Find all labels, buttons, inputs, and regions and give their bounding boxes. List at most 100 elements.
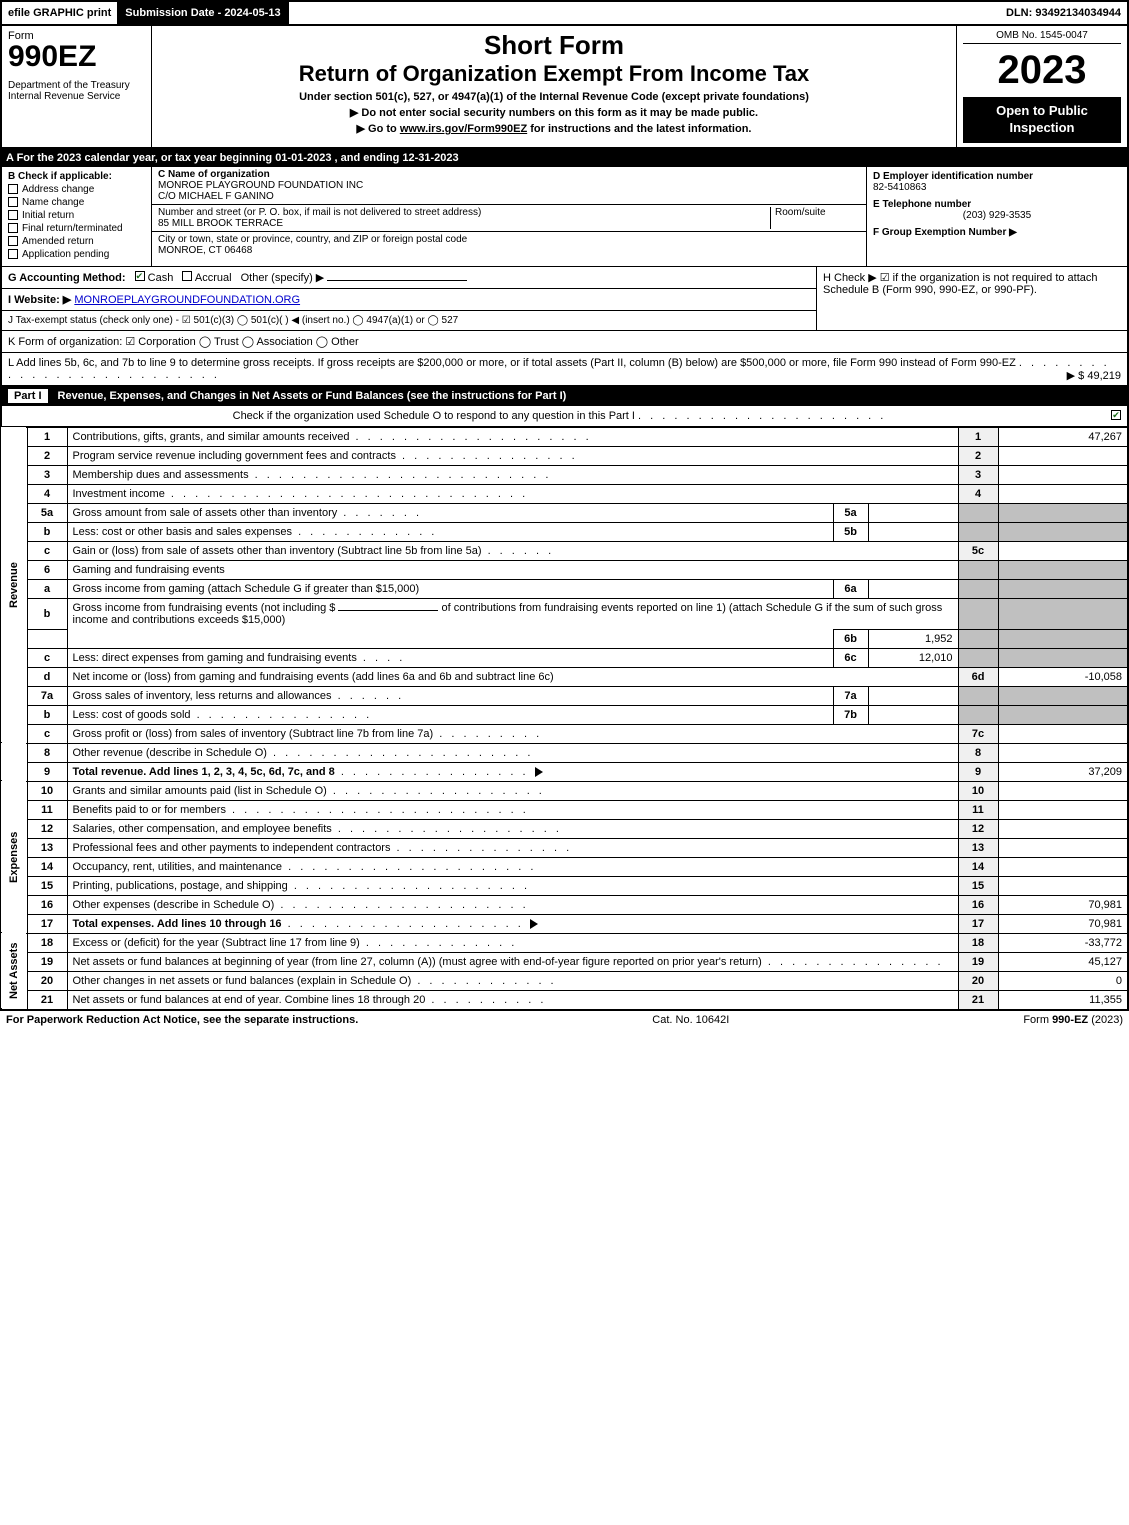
check-schedule-o[interactable]	[1111, 410, 1121, 420]
line-desc: Grants and similar amounts paid (list in…	[73, 785, 327, 797]
box-b-label: B Check if applicable:	[8, 171, 145, 182]
org-name-cell: C Name of organization MONROE PLAYGROUND…	[152, 167, 866, 205]
instr-link[interactable]: www.irs.gov/Form990EZ	[400, 123, 527, 135]
checkbox-icon	[8, 210, 18, 220]
line-ref: 3	[958, 465, 998, 484]
line-num: b	[27, 598, 67, 629]
line-num: c	[27, 724, 67, 743]
footer-center: Cat. No. 10642I	[652, 1014, 729, 1026]
efile-print[interactable]: efile GRAPHIC print	[2, 2, 119, 24]
line-ref: 16	[958, 895, 998, 914]
form-header: Form 990EZ Department of the Treasury In…	[0, 26, 1129, 149]
shaded-cell	[998, 686, 1128, 705]
check-accrual[interactable]	[182, 271, 192, 281]
check-name-change[interactable]: Name change	[8, 197, 145, 208]
line-ref: 18	[958, 933, 998, 952]
check-final-return[interactable]: Final return/terminated	[8, 223, 145, 234]
line-amount	[998, 838, 1128, 857]
inner-ref: 6a	[833, 579, 868, 598]
city: MONROE, CT 06468	[158, 245, 860, 256]
line-amount	[998, 465, 1128, 484]
city-cell: City or town, state or province, country…	[152, 232, 866, 258]
table-row: c Gain or (loss) from sale of assets oth…	[1, 541, 1128, 560]
line-amount	[998, 724, 1128, 743]
check-address-change[interactable]: Address change	[8, 184, 145, 195]
line-desc: Gross profit or (loss) from sales of inv…	[73, 728, 434, 740]
box-c: C Name of organization MONROE PLAYGROUND…	[152, 167, 867, 266]
line-num: 12	[27, 819, 67, 838]
inner-ref: 6b	[833, 629, 868, 648]
instr-goto: ▶ Go to www.irs.gov/Form990EZ for instru…	[158, 122, 950, 135]
org-name: MONROE PLAYGROUND FOUNDATION INC	[158, 180, 860, 191]
line-ref: 9	[958, 762, 998, 781]
inner-amount: 1,952	[868, 629, 958, 648]
street: 85 MILL BROOK TERRACE	[158, 218, 770, 229]
table-row: 19 Net assets or fund balances at beginn…	[1, 952, 1128, 971]
table-row: 9 Total revenue. Add lines 1, 2, 3, 4, 5…	[1, 762, 1128, 781]
line-num: 18	[27, 933, 67, 952]
row-h: H Check ▶ ☑ if the organization is not r…	[817, 267, 1127, 330]
line-num: 21	[27, 990, 67, 1009]
street-cell: Number and street (or P. O. box, if mail…	[152, 205, 866, 232]
footer-left: For Paperwork Reduction Act Notice, see …	[6, 1014, 358, 1026]
line-desc: Net assets or fund balances at end of ye…	[73, 994, 426, 1006]
line-amount: -33,772	[998, 933, 1128, 952]
table-row: Revenue 1 Contributions, gifts, grants, …	[1, 427, 1128, 446]
line-amount: -10,058	[998, 667, 1128, 686]
line-num: 2	[27, 446, 67, 465]
ein-label: D Employer identification number	[873, 171, 1121, 182]
line-desc: Membership dues and assessments	[73, 469, 249, 481]
line-num: 14	[27, 857, 67, 876]
line-desc: Total revenue. Add lines 1, 2, 3, 4, 5c,…	[73, 766, 335, 778]
line-desc: Benefits paid to or for members	[73, 804, 226, 816]
website-link[interactable]: MONROEPLAYGROUNDFOUNDATION.ORG	[74, 294, 300, 306]
id-block: B Check if applicable: Address change Na…	[0, 167, 1129, 267]
line-num: 6	[27, 560, 67, 579]
line-ref: 19	[958, 952, 998, 971]
line-ref: 1	[958, 427, 998, 446]
i-label: I Website: ▶	[8, 294, 71, 306]
line-desc: Gross income from gaming (attach Schedul…	[67, 579, 833, 598]
line-desc: Salaries, other compensation, and employ…	[73, 823, 332, 835]
tel: (203) 929-3535	[873, 210, 1121, 221]
line-amount: 11,355	[998, 990, 1128, 1009]
line-desc: Less: direct expenses from gaming and fu…	[73, 652, 357, 664]
table-row: b Gross income from fundraising events (…	[1, 598, 1128, 629]
check-cash[interactable]	[135, 271, 145, 281]
line-amount	[998, 857, 1128, 876]
check-application-pending[interactable]: Application pending	[8, 249, 145, 260]
line-desc: Investment income	[73, 488, 165, 500]
table-row: d Net income or (loss) from gaming and f…	[1, 667, 1128, 686]
instr-goto-suffix: for instructions and the latest informat…	[530, 123, 751, 135]
line-num: 20	[27, 971, 67, 990]
form-number: 990EZ	[8, 42, 145, 72]
line-desc: Other expenses (describe in Schedule O)	[73, 899, 275, 911]
line-num: 16	[27, 895, 67, 914]
check-amended-return[interactable]: Amended return	[8, 236, 145, 247]
line-amount: 0	[998, 971, 1128, 990]
line-desc: Gaming and fundraising events	[67, 560, 958, 579]
line-amount: 47,267	[998, 427, 1128, 446]
table-row: 3 Membership dues and assessments . . . …	[1, 465, 1128, 484]
line-ref: 13	[958, 838, 998, 857]
line-ref: 10	[958, 781, 998, 800]
line-ref: 15	[958, 876, 998, 895]
line-num: 7a	[27, 686, 67, 705]
line-num: 17	[27, 914, 67, 933]
line-desc: Gain or (loss) from sale of assets other…	[73, 545, 482, 557]
shaded-cell	[998, 598, 1128, 629]
line-amount	[998, 541, 1128, 560]
inner-amount: 12,010	[868, 648, 958, 667]
table-row: 16 Other expenses (describe in Schedule …	[1, 895, 1128, 914]
part-i-check-text: Check if the organization used Schedule …	[233, 410, 635, 422]
check-initial-return[interactable]: Initial return	[8, 210, 145, 221]
line-amount	[998, 819, 1128, 838]
line-desc: Printing, publications, postage, and shi…	[73, 880, 288, 892]
part-i-title: Revenue, Expenses, and Changes in Net As…	[58, 390, 567, 402]
line-desc: Excess or (deficit) for the year (Subtra…	[73, 937, 360, 949]
table-row: a Gross income from gaming (attach Sched…	[1, 579, 1128, 598]
part-i-header: Part I Revenue, Expenses, and Changes in…	[0, 386, 1129, 406]
table-row: 21 Net assets or fund balances at end of…	[1, 990, 1128, 1009]
line-num: 9	[27, 762, 67, 781]
table-row: Expenses 10 Grants and similar amounts p…	[1, 781, 1128, 800]
